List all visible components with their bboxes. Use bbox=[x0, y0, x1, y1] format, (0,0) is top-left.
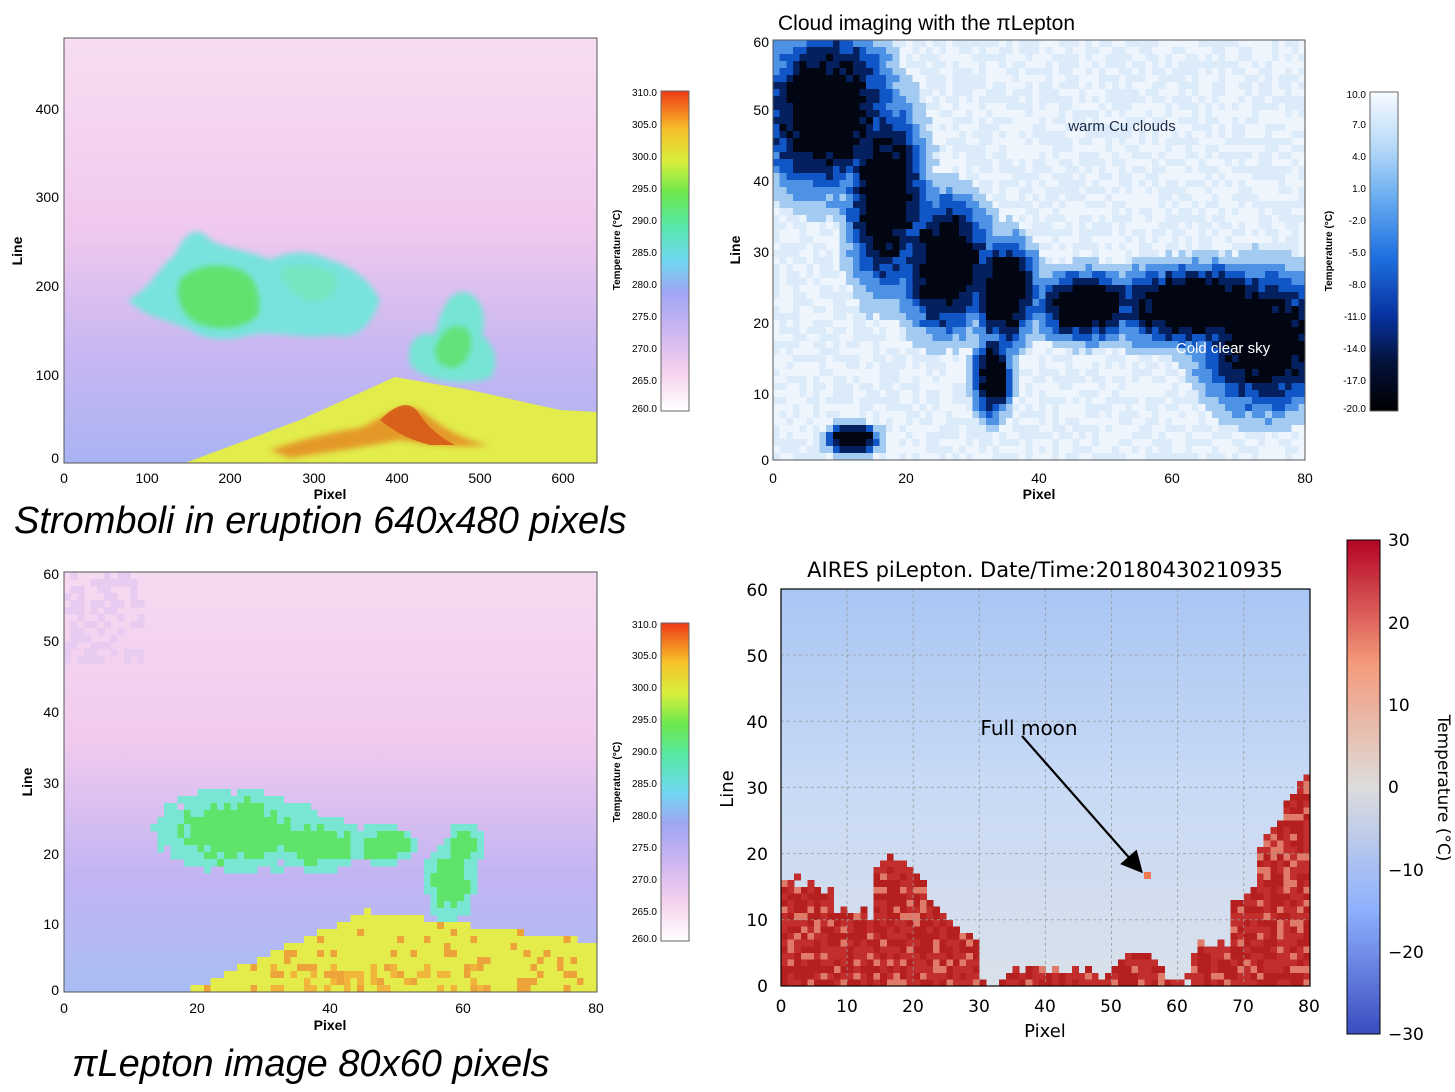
caption-low-res: πLepton image 80x60 pixels bbox=[72, 1043, 550, 1085]
ash-plume bbox=[128, 231, 496, 383]
y-axis: 0 10 20 30 40 50 60 bbox=[753, 34, 769, 468]
cloud-panel-title: Cloud imaging with the πLepton bbox=[778, 12, 1075, 35]
grid-lines bbox=[781, 589, 1310, 986]
y-axis: 0 10 20 30 40 50 60 bbox=[43, 566, 59, 998]
y-axis-label: Line bbox=[720, 770, 738, 808]
svg-text:270.0: 270.0 bbox=[632, 875, 657, 886]
y-axis: 0 100 200 300 400 bbox=[36, 101, 60, 466]
x-axis: 0 20 40 60 80 bbox=[60, 1000, 604, 1016]
svg-text:305.0: 305.0 bbox=[632, 120, 657, 131]
svg-text:305.0: 305.0 bbox=[632, 651, 657, 662]
x-axis-label: Pixel bbox=[314, 486, 347, 502]
svg-text:400: 400 bbox=[36, 101, 60, 117]
svg-text:200: 200 bbox=[218, 470, 242, 486]
svg-text:285.0: 285.0 bbox=[632, 779, 657, 790]
stromboli-lepton-panel: 0 20 40 60 80 Pixel 0 10 20 30 40 50 60 … bbox=[19, 566, 690, 1033]
annotation-arrow bbox=[1021, 735, 1143, 874]
svg-text:300.0: 300.0 bbox=[632, 683, 657, 694]
x-axis-label: Pixel bbox=[1024, 1021, 1066, 1042]
svg-text:265.0: 265.0 bbox=[632, 376, 657, 387]
svg-text:300: 300 bbox=[302, 470, 326, 486]
moon-cloud-pixels bbox=[781, 774, 1310, 986]
caption-full-res: Stromboli in eruption 640x480 pixels bbox=[14, 500, 627, 542]
svg-text:200: 200 bbox=[36, 278, 60, 294]
colorbar-label: Temperature (°C) bbox=[1433, 714, 1453, 862]
x-axis: 0 100 200 300 400 500 600 bbox=[60, 470, 575, 486]
colorbar: 10.0 7.0 4.0 1.0 -2.0 -5.0 -8.0 -11.0 -1… bbox=[1324, 90, 1399, 415]
svg-text:300.0: 300.0 bbox=[632, 152, 657, 163]
svg-text:285.0: 285.0 bbox=[632, 248, 657, 259]
svg-text:100: 100 bbox=[36, 367, 60, 383]
lepton-sky bbox=[64, 572, 597, 992]
x-axis-label: Pixel bbox=[314, 1017, 347, 1033]
svg-text:280.0: 280.0 bbox=[632, 811, 657, 822]
svg-text:500: 500 bbox=[468, 470, 492, 486]
svg-text:40: 40 bbox=[322, 1000, 338, 1016]
y-axis-label: Line bbox=[19, 767, 35, 796]
svg-text:60: 60 bbox=[43, 566, 59, 582]
svg-text:40: 40 bbox=[43, 704, 59, 720]
svg-text:310.0: 310.0 bbox=[632, 88, 657, 99]
svg-text:260.0: 260.0 bbox=[632, 934, 657, 945]
svg-text:295.0: 295.0 bbox=[632, 184, 657, 195]
svg-text:100: 100 bbox=[135, 470, 159, 486]
annotation-cold-sky: Cold clear sky bbox=[1176, 340, 1271, 357]
moon-panel-title: AIRES piLepton. Date/Time:20180430210935 bbox=[807, 558, 1283, 582]
colorbar: 310.0 305.0 300.0 295.0 290.0 285.0 280.… bbox=[612, 620, 690, 945]
y-axis: 0 10 20 30 40 50 60 bbox=[746, 581, 768, 997]
y-axis-label: Line bbox=[727, 235, 743, 264]
svg-text:310.0: 310.0 bbox=[632, 620, 657, 631]
colorbar: 30 20 10 0 −10 −20 −30 Temperature (°C) bbox=[1346, 531, 1453, 1045]
svg-text:270.0: 270.0 bbox=[632, 344, 657, 355]
svg-text:275.0: 275.0 bbox=[632, 843, 657, 854]
annotation-full-moon: Full moon bbox=[980, 716, 1077, 740]
svg-text:0: 0 bbox=[51, 982, 59, 998]
x-axis-label: Pixel bbox=[1023, 486, 1056, 502]
svg-text:290.0: 290.0 bbox=[632, 747, 657, 758]
y-axis-label: Line bbox=[9, 236, 25, 265]
svg-text:0: 0 bbox=[60, 470, 68, 486]
x-axis: 0 20 40 60 80 bbox=[769, 470, 1313, 486]
svg-text:295.0: 295.0 bbox=[632, 715, 657, 726]
svg-text:0: 0 bbox=[51, 450, 59, 466]
cloud-pixel-grid bbox=[773, 40, 1305, 460]
full-moon-pixel bbox=[1144, 872, 1151, 879]
stromboli-sky bbox=[64, 38, 597, 463]
colorbar-label: Temperature (°C) bbox=[1324, 211, 1335, 292]
svg-text:80: 80 bbox=[588, 1000, 604, 1016]
svg-text:300: 300 bbox=[36, 189, 60, 205]
svg-text:10: 10 bbox=[43, 916, 59, 932]
svg-text:0: 0 bbox=[60, 1000, 68, 1016]
lepton-pixel-grid bbox=[64, 572, 597, 992]
svg-text:290.0: 290.0 bbox=[632, 216, 657, 227]
svg-text:20: 20 bbox=[43, 846, 59, 862]
colorbar-label: Temperature (°C) bbox=[612, 210, 623, 291]
svg-text:50: 50 bbox=[43, 633, 59, 649]
svg-text:400: 400 bbox=[385, 470, 409, 486]
x-axis: 0 10 20 30 40 50 60 70 80 bbox=[776, 997, 1320, 1017]
svg-text:600: 600 bbox=[551, 470, 575, 486]
svg-text:275.0: 275.0 bbox=[632, 312, 657, 323]
full-moon-panel: AIRES piLepton. Date/Time:20180430210935… bbox=[720, 531, 1453, 1045]
cloud-imaging-panel: Cloud imaging with the πLepton warm Cu c… bbox=[727, 12, 1399, 502]
svg-text:260.0: 260.0 bbox=[632, 404, 657, 415]
annotation-warm-clouds: warm Cu clouds bbox=[1067, 118, 1176, 135]
colorbar: 310.0 305.0 300.0 295.0 290.0 285.0 280.… bbox=[612, 88, 690, 415]
svg-text:20: 20 bbox=[189, 1000, 205, 1016]
lava-flows bbox=[270, 407, 490, 458]
svg-text:265.0: 265.0 bbox=[632, 907, 657, 918]
svg-text:280.0: 280.0 bbox=[632, 280, 657, 291]
svg-text:60: 60 bbox=[455, 1000, 471, 1016]
colorbar-label: Temperature (°C) bbox=[612, 742, 623, 823]
stromboli-full-panel: 0 100 200 300 400 500 600 Pixel 0 100 20… bbox=[9, 37, 690, 502]
svg-text:30: 30 bbox=[43, 775, 59, 791]
